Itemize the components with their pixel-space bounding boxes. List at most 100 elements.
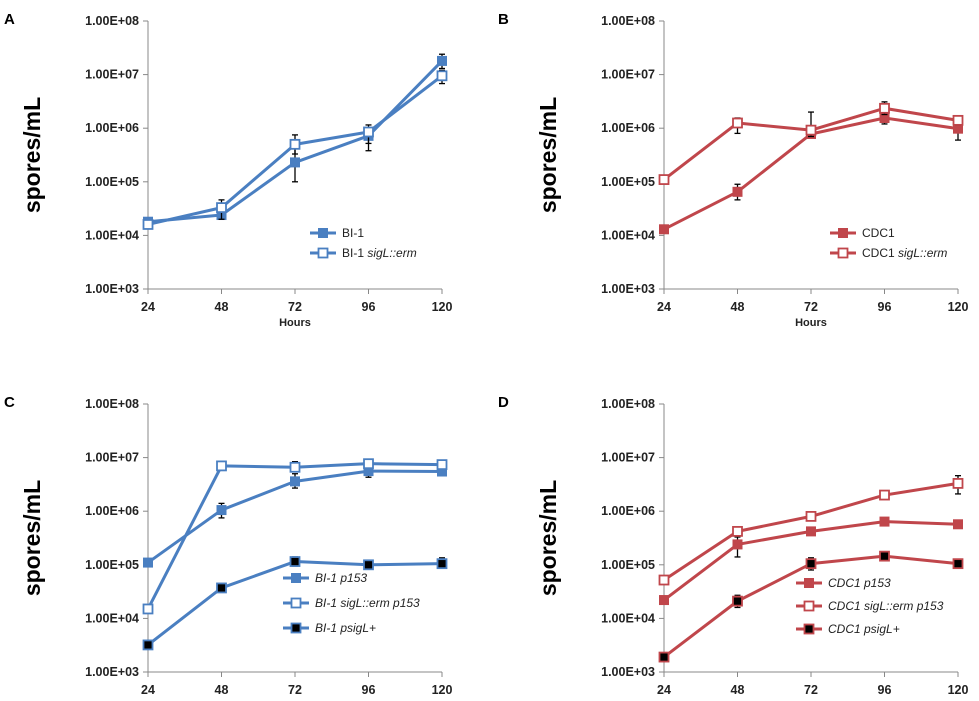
data-point	[216, 582, 227, 594]
series-1	[142, 69, 448, 230]
data-point	[437, 55, 447, 66]
data-point	[216, 505, 227, 516]
data-point	[436, 70, 448, 82]
x-tick-label: 72	[288, 683, 302, 697]
data-point	[879, 550, 890, 562]
data-point	[805, 558, 817, 570]
data-point	[879, 102, 890, 114]
legend-item: CDC1 psigL+	[796, 622, 900, 636]
data-point	[436, 459, 448, 471]
legend-marker	[804, 578, 814, 588]
y-tick-label: 1.00E+07	[85, 451, 139, 465]
series-1	[658, 475, 964, 586]
legend-item: BI-1 sigL::erm	[310, 246, 417, 260]
y-tick-label: 1.00E+04	[85, 228, 139, 242]
data-point	[436, 558, 448, 570]
legend-marker	[803, 600, 815, 612]
data-point	[142, 219, 154, 230]
y-axis-label: spores/mL	[535, 480, 561, 596]
legend-item: CDC1	[830, 226, 895, 240]
legend-label: BI-1	[342, 226, 364, 240]
x-tick-label: 24	[657, 683, 671, 697]
legend-item: CDC1 p153	[796, 576, 891, 590]
legend-item: BI-1 sigL::erm p153	[283, 596, 420, 610]
x-tick-label: 72	[804, 300, 818, 314]
y-tick-label: 1.00E+03	[85, 665, 139, 679]
x-tick-label: 120	[432, 683, 453, 697]
legend-item: CDC1 sigL::erm p153	[796, 599, 944, 613]
data-point	[879, 489, 890, 501]
legend-marker	[838, 228, 848, 238]
panel-letter: A	[4, 11, 15, 28]
x-tick-label: 96	[878, 683, 892, 697]
x-tick-label: 120	[948, 683, 969, 697]
legend-label: CDC1 psigL+	[828, 622, 900, 636]
y-tick-label: 1.00E+08	[601, 397, 655, 411]
legend-item: BI-1 p153	[283, 571, 367, 585]
data-point	[805, 124, 817, 136]
y-tick-label: 1.00E+07	[601, 451, 655, 465]
data-point	[952, 478, 964, 489]
legend-label: CDC1	[862, 226, 895, 240]
data-point	[289, 556, 301, 567]
y-tick-label: 1.00E+06	[601, 121, 655, 135]
legend-label: BI-1 psigL+	[315, 621, 376, 635]
legend-label-italic: sigL::erm	[367, 246, 416, 260]
x-tick-label: 120	[432, 300, 453, 314]
y-tick-label: 1.00E+06	[85, 121, 139, 135]
y-tick-label: 1.00E+05	[85, 558, 139, 572]
data-point	[216, 460, 227, 472]
y-tick-label: 1.00E+05	[85, 175, 139, 189]
x-axis-label: Hours	[795, 317, 827, 329]
data-point	[290, 476, 300, 487]
legend-label-italic: sigL::erm	[898, 246, 947, 260]
panel-C: C 1.00E+03 1.00E+04 1.00E+05 1.00E+06 1.00E+0…	[4, 394, 452, 697]
x-tick-label: 24	[141, 683, 155, 697]
legend-marker	[803, 623, 815, 635]
x-tick-label: 72	[288, 300, 302, 314]
y-axis-label: spores/mL	[535, 97, 561, 213]
data-point	[952, 114, 964, 126]
data-point	[952, 558, 964, 570]
data-point	[806, 526, 816, 537]
panel-A: A 1.00E+03 1.00E+04 1.00E+05 1.00E+06 1.00E+0…	[4, 11, 452, 329]
legend-label: BI-1 sigL::erm	[342, 246, 417, 260]
panel-letter: D	[498, 394, 509, 411]
legend-label: BI-1 p153	[315, 571, 367, 585]
y-tick-label: 1.00E+03	[85, 282, 139, 296]
y-tick-label: 1.00E+08	[85, 14, 139, 28]
legend-marker	[318, 228, 328, 238]
y-tick-label: 1.00E+05	[601, 558, 655, 572]
y-tick-label: 1.00E+05	[601, 175, 655, 189]
x-tick-label: 72	[804, 683, 818, 697]
legend-label: CDC1 sigL::erm p153	[828, 599, 944, 613]
legend-marker	[291, 573, 301, 583]
data-point	[289, 461, 301, 473]
panel-letter: C	[4, 394, 15, 411]
data-point	[142, 639, 154, 651]
data-point	[659, 224, 669, 235]
x-tick-label: 48	[731, 300, 745, 314]
x-tick-label: 24	[657, 300, 671, 314]
data-point	[732, 186, 743, 197]
data-point	[290, 157, 300, 168]
legend-label-plain: CDC1	[862, 246, 898, 260]
y-tick-label: 1.00E+04	[601, 228, 655, 242]
y-tick-label: 1.00E+08	[601, 14, 655, 28]
legend-marker	[290, 597, 302, 609]
y-tick-label: 1.00E+03	[601, 665, 655, 679]
series-0	[143, 466, 447, 568]
data-point	[658, 651, 670, 663]
legend-marker	[317, 247, 329, 259]
data-point	[216, 202, 227, 214]
legend-label: CDC1 sigL::erm	[862, 246, 947, 260]
data-point	[142, 603, 154, 615]
legend-item: CDC1 sigL::erm	[830, 246, 947, 260]
x-tick-label: 96	[362, 683, 376, 697]
y-tick-label: 1.00E+06	[85, 504, 139, 518]
y-tick-label: 1.00E+07	[601, 68, 655, 82]
data-point	[805, 510, 817, 522]
data-point	[732, 539, 743, 550]
legend-label-plain: BI-1	[342, 246, 367, 260]
